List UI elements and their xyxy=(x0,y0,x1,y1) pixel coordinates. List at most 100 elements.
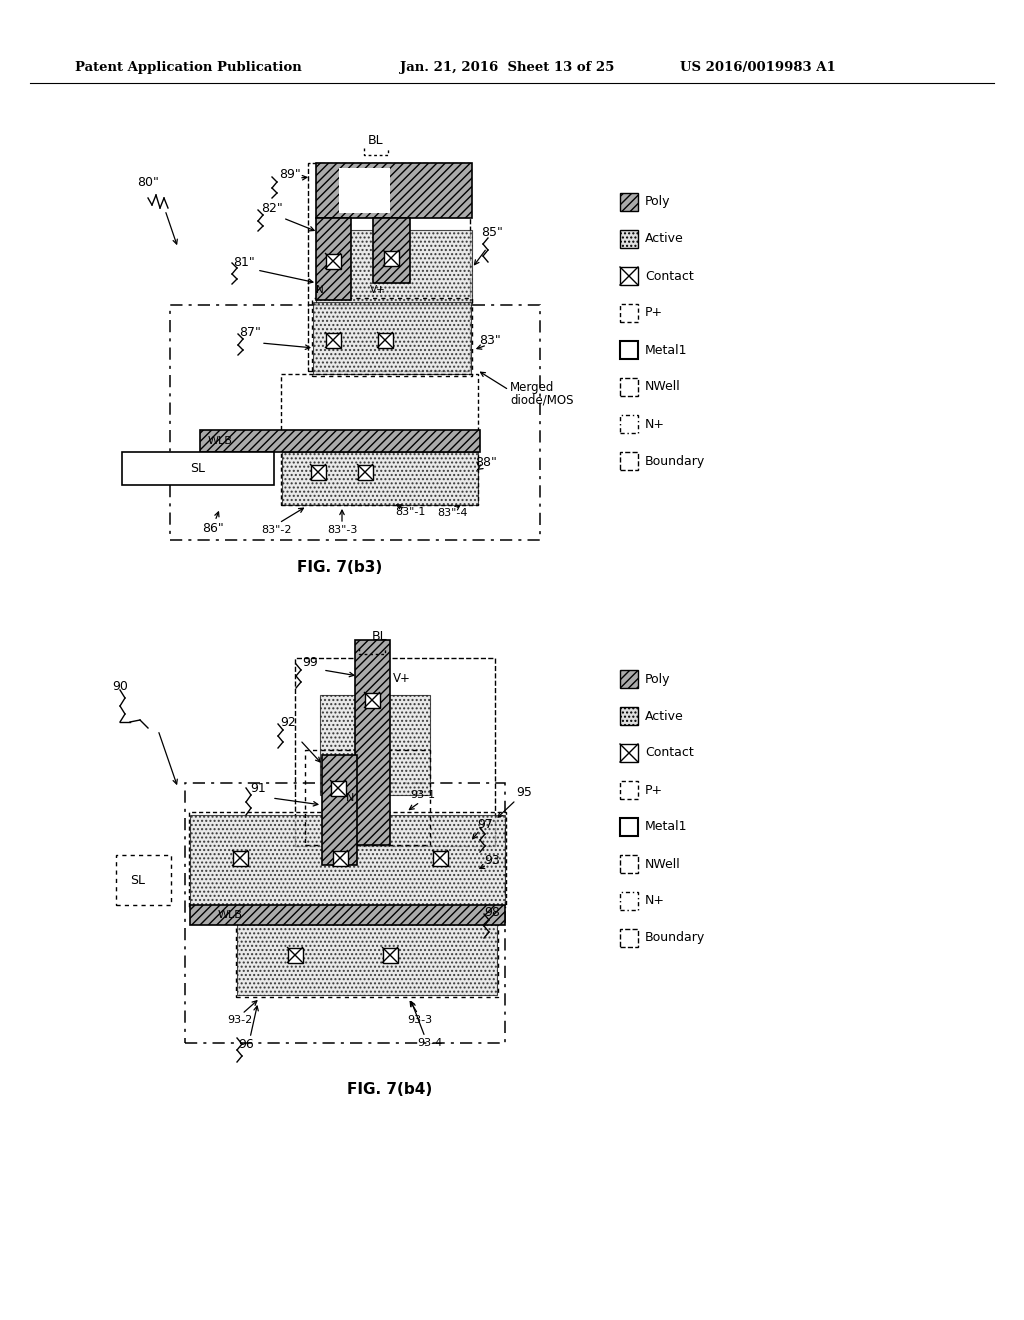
Text: 85": 85" xyxy=(481,227,503,239)
Text: diode/MOS: diode/MOS xyxy=(510,393,573,407)
Bar xyxy=(620,451,638,470)
Text: N+: N+ xyxy=(645,895,665,908)
Text: NWell: NWell xyxy=(645,858,681,870)
Bar xyxy=(313,302,471,374)
Bar xyxy=(326,253,341,268)
Text: Boundary: Boundary xyxy=(645,454,706,467)
Bar xyxy=(326,333,341,347)
Text: 82": 82" xyxy=(261,202,283,214)
Bar xyxy=(432,850,447,866)
Bar xyxy=(308,162,470,371)
Bar xyxy=(620,818,638,836)
Text: 81": 81" xyxy=(233,256,255,268)
Text: 98: 98 xyxy=(484,906,500,919)
Bar xyxy=(200,430,480,451)
Text: Active: Active xyxy=(645,710,684,722)
Bar xyxy=(620,708,638,725)
Text: 96: 96 xyxy=(239,1039,254,1052)
Bar xyxy=(378,333,392,347)
Bar xyxy=(170,305,540,540)
Text: 89": 89" xyxy=(280,169,301,181)
Bar xyxy=(189,812,506,907)
Text: BL: BL xyxy=(372,631,388,644)
Text: SL: SL xyxy=(190,462,206,475)
Text: N: N xyxy=(316,285,324,294)
Bar xyxy=(310,465,326,479)
Text: FIG. 7(b4): FIG. 7(b4) xyxy=(347,1082,432,1097)
Bar xyxy=(620,855,638,873)
Text: Contact: Contact xyxy=(645,747,693,759)
Text: Poly: Poly xyxy=(645,672,671,685)
Bar xyxy=(316,230,472,305)
Bar xyxy=(620,929,638,946)
Text: 87": 87" xyxy=(239,326,261,339)
Bar xyxy=(620,892,638,909)
Bar xyxy=(282,451,478,506)
Bar xyxy=(620,671,638,688)
Text: Jan. 21, 2016  Sheet 13 of 25: Jan. 21, 2016 Sheet 13 of 25 xyxy=(400,62,614,74)
Bar xyxy=(322,755,357,865)
Text: 99: 99 xyxy=(302,656,317,668)
Text: US 2016/0019983 A1: US 2016/0019983 A1 xyxy=(680,62,836,74)
Text: 95: 95 xyxy=(516,785,531,799)
Bar xyxy=(331,780,345,796)
Bar xyxy=(620,341,638,359)
Bar xyxy=(316,162,472,218)
Text: 83"-3: 83"-3 xyxy=(327,525,357,535)
Bar xyxy=(295,657,495,846)
Text: Patent Application Publication: Patent Application Publication xyxy=(75,62,302,74)
Bar xyxy=(312,298,472,376)
Text: Active: Active xyxy=(645,232,684,246)
Bar xyxy=(333,850,347,866)
Text: P+: P+ xyxy=(645,784,664,796)
Bar xyxy=(620,230,638,248)
Text: Contact: Contact xyxy=(645,269,693,282)
Text: V+: V+ xyxy=(393,672,411,685)
Text: Metal1: Metal1 xyxy=(645,821,687,833)
Bar xyxy=(620,304,638,322)
Bar xyxy=(122,451,274,484)
Bar xyxy=(316,218,351,300)
Bar xyxy=(365,693,380,708)
Bar xyxy=(305,750,430,845)
Bar xyxy=(232,850,248,866)
Text: 90: 90 xyxy=(112,681,128,693)
Bar xyxy=(319,696,430,795)
Text: P+: P+ xyxy=(645,306,664,319)
Text: 93: 93 xyxy=(484,854,500,866)
Text: 86": 86" xyxy=(202,521,224,535)
Text: NWell: NWell xyxy=(645,380,681,393)
Bar xyxy=(190,906,505,925)
Text: N+: N+ xyxy=(645,417,665,430)
Text: WLB: WLB xyxy=(208,436,232,446)
Text: Poly: Poly xyxy=(645,195,671,209)
Text: Boundary: Boundary xyxy=(645,932,706,945)
Bar xyxy=(620,781,638,799)
Text: SL: SL xyxy=(130,874,145,887)
Text: 83"-1: 83"-1 xyxy=(395,507,425,517)
Bar xyxy=(620,267,638,285)
Bar xyxy=(620,193,638,211)
Text: 88": 88" xyxy=(475,457,497,470)
Text: N: N xyxy=(346,793,354,803)
Text: 83"-2: 83"-2 xyxy=(262,525,292,535)
Text: 83": 83" xyxy=(479,334,501,346)
Bar xyxy=(357,465,373,479)
Text: 93-1: 93-1 xyxy=(411,789,435,800)
Bar xyxy=(236,912,498,997)
Text: 93-2: 93-2 xyxy=(227,1015,253,1026)
Bar xyxy=(620,378,638,396)
Text: 92: 92 xyxy=(281,715,296,729)
Bar xyxy=(355,640,390,845)
Bar xyxy=(383,948,397,962)
Text: 91: 91 xyxy=(250,781,266,795)
Text: Merged: Merged xyxy=(510,380,554,393)
Bar xyxy=(620,414,638,433)
Text: 93-4: 93-4 xyxy=(418,1038,442,1048)
Bar xyxy=(339,168,390,213)
Bar xyxy=(373,218,410,282)
Bar xyxy=(384,251,398,265)
Text: 93-3: 93-3 xyxy=(408,1015,432,1026)
Bar xyxy=(237,915,497,995)
Text: 97: 97 xyxy=(477,818,493,832)
